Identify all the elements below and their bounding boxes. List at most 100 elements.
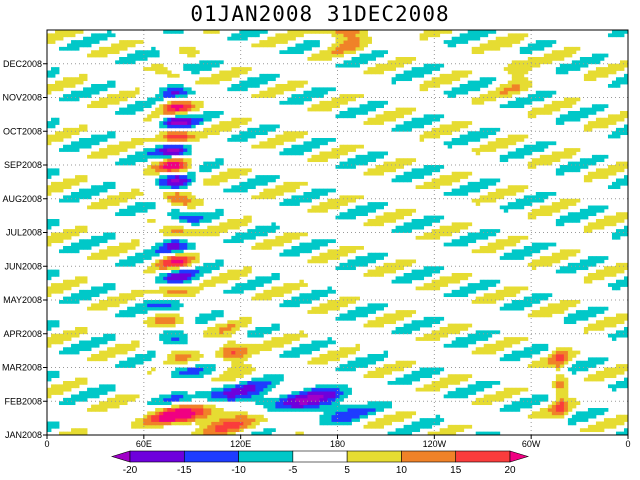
field-cell xyxy=(179,178,184,183)
field-cell xyxy=(475,249,481,254)
field-cell xyxy=(171,111,176,115)
field-cell xyxy=(339,350,344,355)
field-cell xyxy=(487,249,493,254)
field-cell xyxy=(515,138,521,142)
field-cell xyxy=(267,192,272,196)
field-cell xyxy=(311,360,316,365)
field-cell xyxy=(239,370,244,375)
field-cell xyxy=(127,293,132,298)
field-cell xyxy=(483,185,489,190)
field-cell xyxy=(99,104,104,109)
field-cell xyxy=(407,411,413,416)
field-cell xyxy=(91,293,96,298)
field-cell xyxy=(239,357,244,362)
field-cell xyxy=(259,296,264,301)
field-cell xyxy=(507,354,513,358)
field-cell xyxy=(247,364,252,368)
field-cell xyxy=(479,381,485,385)
field-cell xyxy=(451,192,457,196)
field-cell xyxy=(323,391,328,395)
field-cell xyxy=(175,374,180,379)
field-cell xyxy=(211,408,216,412)
field-cell xyxy=(151,205,156,210)
field-cell xyxy=(83,192,88,196)
field-cell xyxy=(263,397,268,402)
field-cell xyxy=(311,144,316,149)
field-cell xyxy=(51,121,56,125)
field-cell xyxy=(135,138,140,142)
field-cell xyxy=(343,404,348,409)
field-cell xyxy=(123,347,128,352)
field-cell xyxy=(223,354,228,358)
field-cell xyxy=(427,215,433,220)
field-cell xyxy=(603,370,609,375)
field-cell xyxy=(523,404,529,409)
field-cell xyxy=(323,354,328,358)
field-cell xyxy=(87,394,92,399)
field-cell xyxy=(291,148,296,152)
field-cell xyxy=(515,387,521,392)
field-cell xyxy=(291,134,296,139)
field-cell xyxy=(83,229,88,233)
field-cell xyxy=(547,354,553,358)
field-cell xyxy=(415,370,421,375)
field-cell xyxy=(359,246,364,250)
field-cell xyxy=(263,431,268,435)
field-cell xyxy=(367,411,372,416)
field-cell xyxy=(111,134,116,139)
field-cell xyxy=(359,313,364,318)
field-cell xyxy=(375,168,380,173)
field-cell xyxy=(519,188,525,193)
field-cell xyxy=(187,276,192,281)
field-cell xyxy=(291,151,296,156)
field-cell xyxy=(371,404,376,409)
field-cell xyxy=(519,249,525,254)
field-cell xyxy=(359,256,364,260)
field-cell xyxy=(427,181,433,186)
field-cell xyxy=(491,148,497,152)
field-cell xyxy=(547,306,553,311)
field-cell xyxy=(599,124,605,129)
field-cell xyxy=(195,411,200,416)
field-cell xyxy=(227,121,232,125)
field-cell xyxy=(455,273,461,277)
field-cell xyxy=(143,151,148,156)
field-cell xyxy=(359,195,364,200)
field-cell xyxy=(599,377,605,382)
field-cell xyxy=(355,205,360,210)
field-cell xyxy=(419,367,425,372)
field-cell xyxy=(211,181,216,186)
field-cell xyxy=(391,165,396,169)
field-cell xyxy=(171,279,176,284)
field-cell xyxy=(439,175,445,179)
field-cell xyxy=(551,411,557,416)
field-cell xyxy=(371,401,376,406)
field-cell xyxy=(227,354,232,358)
field-cell xyxy=(107,333,112,338)
field-cell xyxy=(359,144,364,149)
field-cell xyxy=(151,246,156,250)
field-cell xyxy=(203,117,208,122)
field-cell xyxy=(59,431,64,435)
field-cell xyxy=(435,168,441,173)
field-cell xyxy=(571,114,577,119)
field-cell xyxy=(355,154,360,159)
field-cell xyxy=(199,219,204,223)
field-cell xyxy=(363,171,368,176)
field-cell xyxy=(595,107,601,112)
field-cell xyxy=(263,296,268,301)
field-cell xyxy=(275,337,280,341)
field-cell xyxy=(175,340,180,345)
field-cell xyxy=(539,161,545,166)
field-cell xyxy=(403,273,409,277)
field-cell xyxy=(483,235,489,240)
field-cell xyxy=(143,148,148,152)
field-cell xyxy=(171,131,176,136)
field-cell xyxy=(107,148,112,152)
field-cell xyxy=(463,171,469,176)
field-cell xyxy=(131,343,136,348)
field-cell xyxy=(171,397,176,402)
field-cell xyxy=(187,104,192,109)
field-cell xyxy=(183,178,188,183)
field-cell xyxy=(47,192,52,196)
